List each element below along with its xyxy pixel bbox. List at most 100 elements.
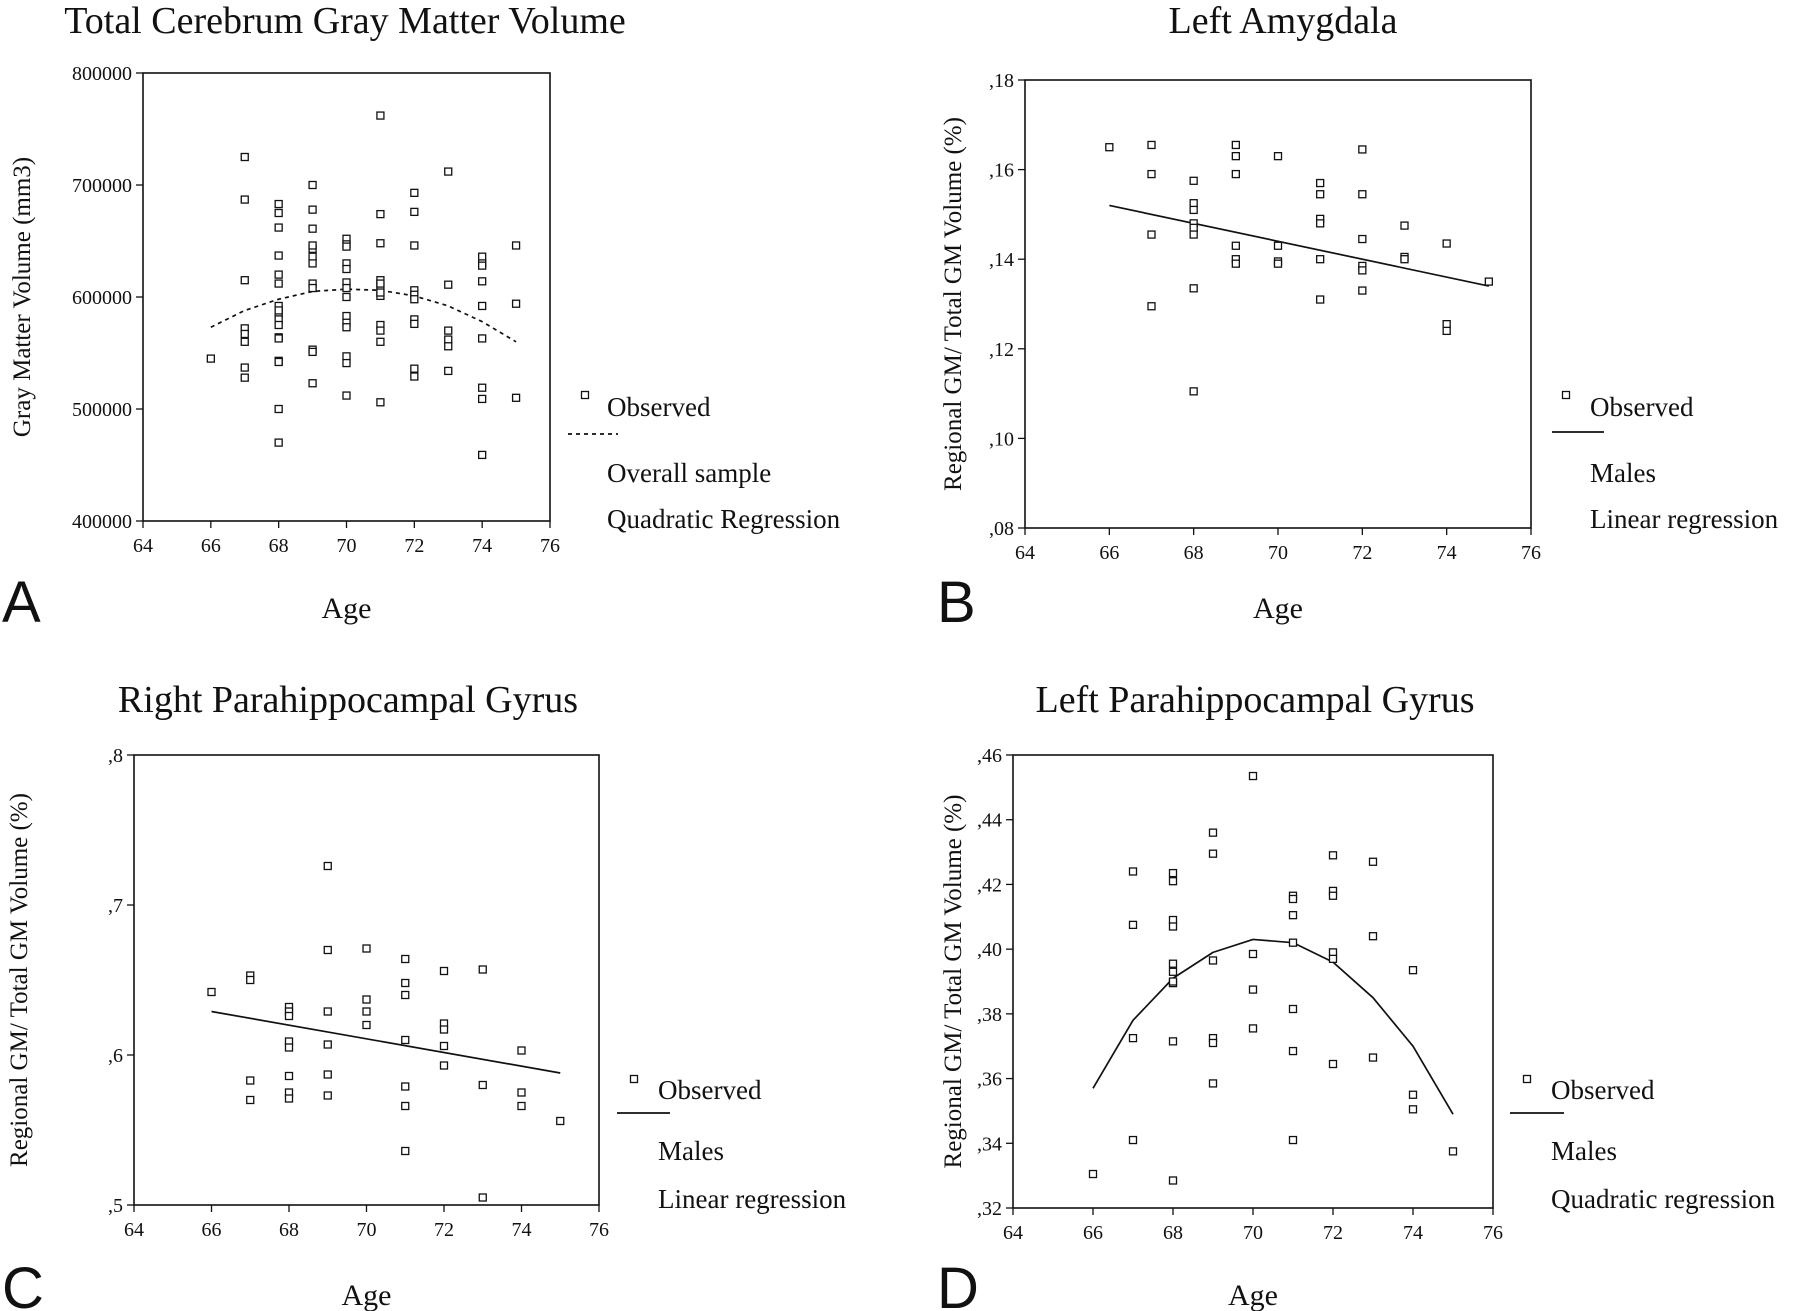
data-point: [308, 347, 317, 357]
data-point: [342, 292, 351, 302]
data-point: [478, 261, 487, 270]
data-point: [444, 326, 453, 335]
x-axis-label: Age: [342, 1279, 392, 1311]
data-point: [410, 319, 419, 329]
data-point: [308, 252, 317, 261]
data-point: [1316, 255, 1325, 264]
data-point: [1128, 920, 1138, 930]
data-point: [1316, 295, 1325, 304]
data-point: [478, 1080, 487, 1090]
data-point: [1408, 1090, 1418, 1099]
data-point: [342, 311, 351, 321]
data-point: [342, 323, 351, 332]
data-point: [1368, 857, 1378, 866]
data-point: [478, 383, 487, 392]
data-point: [1168, 922, 1178, 931]
y-tick-label: ,5: [108, 1195, 123, 1217]
data-point: [1288, 1135, 1298, 1145]
data-point: [1248, 771, 1258, 781]
x-tick-label: 72: [1323, 1222, 1343, 1244]
x-tick-label: 70: [337, 535, 357, 557]
plot-frame: [1012, 754, 1494, 1209]
legend-observed-label: Observed: [1551, 1075, 1655, 1105]
legend-observed-label: Observed: [658, 1075, 762, 1105]
data-point: [1147, 140, 1156, 150]
y-axis-label: Regional GM/ Total GM Volume (%): [940, 117, 967, 491]
data-point: [1358, 286, 1367, 295]
legend-line-label: Males: [1590, 458, 1656, 488]
data-point: [376, 288, 385, 297]
data-point: [1208, 828, 1218, 837]
y-tick-label: ,38: [977, 1004, 1002, 1026]
y-tick-label: ,32: [977, 1198, 1002, 1220]
data-point: [1484, 277, 1493, 286]
data-point: [1128, 1135, 1138, 1145]
y-tick-label: ,16: [989, 160, 1014, 182]
x-tick-label: 70: [1268, 542, 1288, 564]
legend-observed-label: Observed: [607, 392, 711, 422]
fit-line: [211, 1010, 561, 1074]
data-point: [308, 180, 317, 190]
y-tick-label: 500000: [72, 399, 132, 421]
data-point: [1168, 1176, 1178, 1185]
y-tick-label: ,46: [977, 745, 1002, 767]
data-point: [444, 167, 453, 176]
data-point: [1408, 966, 1418, 975]
data-point: [511, 393, 521, 402]
data-point: [1273, 241, 1283, 250]
data-point: [342, 352, 351, 361]
x-tick-label: 70: [357, 1219, 377, 1241]
x-tick-label: 76: [1483, 1222, 1503, 1244]
data-point: [1231, 169, 1240, 179]
data-point: [323, 945, 332, 955]
legend-regression-label: Quadratic regression: [1551, 1184, 1776, 1214]
data-point: [439, 966, 449, 976]
data-point: [1168, 959, 1178, 968]
data-point: [410, 295, 419, 304]
x-tick-label: 66: [1099, 542, 1119, 564]
x-tick-label: 66: [202, 1219, 222, 1241]
y-axis-label: Regional GM/ Total GM Volume (%): [940, 795, 967, 1169]
y-tick-label: 600000: [72, 287, 132, 309]
legend-observed-label: Observed: [1590, 392, 1694, 422]
data-point: [410, 372, 419, 381]
x-tick-label: 66: [201, 535, 221, 557]
data-point: [1316, 219, 1325, 228]
data-point: [1442, 239, 1451, 248]
data-point: [1248, 1024, 1258, 1033]
data-point: [401, 1035, 410, 1045]
x-tick-label: 74: [512, 1219, 532, 1241]
data-point: [308, 241, 317, 250]
data-point: [284, 1043, 294, 1052]
panel-letter: D: [937, 1256, 979, 1311]
data-point: [1273, 259, 1283, 268]
data-point: [274, 223, 283, 232]
y-tick-label: ,14: [989, 249, 1014, 271]
y-tick-label: ,44: [977, 810, 1002, 832]
y-tick-label: ,18: [989, 70, 1014, 92]
data-point: [444, 335, 453, 344]
panel-d: Left Parahippocampal Gyrus 64 66 68 70 72 74 76…: [937, 679, 1776, 1311]
data-point: [444, 342, 453, 351]
data-point: [439, 1041, 449, 1051]
data-point: [274, 334, 283, 343]
data-point: [362, 944, 371, 953]
data-point: [240, 152, 249, 162]
data-point: [246, 1095, 255, 1105]
data-point: [284, 1071, 294, 1081]
data-point: [274, 404, 283, 414]
data-point: [478, 301, 487, 311]
data-point: [1168, 1037, 1178, 1046]
data-point: [1328, 891, 1338, 900]
data-point: [1189, 387, 1198, 396]
data-point: [1208, 1079, 1218, 1088]
plot-frame: [1024, 79, 1532, 529]
data-point: [362, 995, 371, 1004]
data-point: [1189, 205, 1198, 215]
data-point: [1088, 1169, 1098, 1179]
x-axis-label: Age: [322, 592, 372, 625]
chart-title: Left Parahippocampal Gyrus: [1036, 679, 1475, 721]
data-point: [401, 978, 410, 988]
data-point: [1168, 877, 1178, 886]
